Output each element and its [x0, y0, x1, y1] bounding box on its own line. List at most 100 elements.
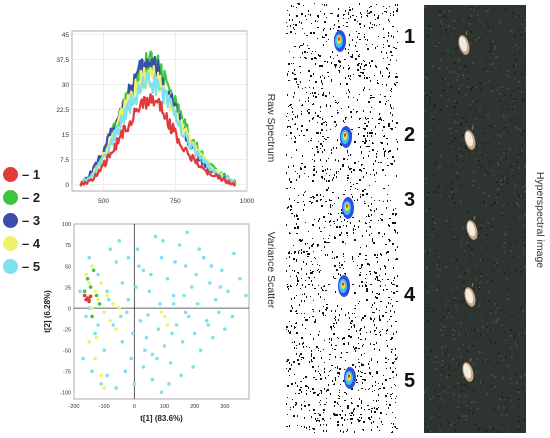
- scatter-point: [192, 331, 197, 336]
- scatter-x-tick-label: 200: [190, 404, 199, 410]
- legend-label-1: – 1: [22, 167, 41, 182]
- scatter-point: [117, 239, 122, 243]
- legend-swatch-3: [3, 213, 18, 228]
- scatter-point: [161, 239, 165, 243]
- scatter-point: [150, 352, 155, 357]
- scatter-y-tick-label: 25: [65, 285, 71, 291]
- scatter-point: [87, 306, 91, 310]
- scatter-point: [138, 319, 143, 323]
- scatter-point: [96, 272, 100, 277]
- scatter-point: [150, 377, 155, 382]
- scatter-point: [90, 306, 94, 310]
- scatter-point: [197, 247, 201, 251]
- scatter-point: [159, 255, 164, 260]
- scatter-point: [117, 306, 122, 310]
- scatter-point: [162, 344, 167, 348]
- scatter-point: [126, 255, 131, 260]
- hyper-grain-2: [464, 125, 476, 150]
- scatter-point: [90, 314, 94, 319]
- scatter-point: [132, 382, 137, 386]
- scatter-point: [131, 331, 135, 336]
- scatter-point: [111, 302, 115, 306]
- scatter-point: [94, 335, 99, 340]
- scatter-point: [173, 260, 177, 264]
- legend-label-3: – 3: [22, 213, 41, 228]
- scatter-y-tick-label: 75: [65, 243, 71, 249]
- scatter-point: [147, 289, 152, 294]
- scatter-point: [120, 340, 125, 344]
- scatter-point: [84, 272, 88, 277]
- scatter-point: [143, 348, 147, 352]
- variance-scatter-label: Variance Scatter: [265, 231, 277, 309]
- score-image-background: [286, 3, 398, 433]
- scatter-point: [119, 314, 123, 319]
- scatter-point: [85, 276, 90, 281]
- scatter-point: [218, 285, 223, 289]
- sample-number-5: 5: [404, 370, 416, 392]
- scatter-point: [179, 373, 183, 378]
- sample-number-4: 4: [404, 284, 416, 306]
- scatter-point: [180, 340, 185, 344]
- scatter-point: [194, 272, 198, 277]
- scatter-point: [238, 276, 242, 281]
- scatter-point: [88, 294, 93, 299]
- variance-scatter-chart: -100 -75 -50 -25 0 25 50 75 100 -200 -100 0 100 200 30…: [43, 222, 250, 423]
- scatter-point: [189, 285, 194, 289]
- scatter-point: [230, 314, 235, 319]
- scatter-x-tick-label: 0: [133, 404, 136, 410]
- scatter-point: [174, 323, 179, 327]
- x-tick-label: 750: [170, 198, 181, 205]
- scatter-point: [155, 356, 159, 361]
- scatter-point: [146, 313, 150, 317]
- legend-swatch-2: [3, 190, 18, 205]
- scatter-point: [244, 293, 248, 298]
- scatter-x-tick-label: -100: [99, 404, 110, 410]
- sample-number-3: 3: [404, 189, 416, 211]
- scatter-point: [211, 335, 215, 340]
- scatter-point: [88, 285, 93, 289]
- scatter-point: [126, 297, 131, 302]
- spectrum-series-5: [79, 93, 237, 187]
- scatter-point: [137, 264, 141, 268]
- scatter-point: [87, 299, 91, 304]
- scatter-point: [108, 319, 112, 323]
- scatter-point: [206, 323, 211, 327]
- scatter-point: [159, 310, 164, 315]
- scatter-point: [186, 314, 191, 319]
- scatter-point: [149, 272, 153, 277]
- scatter-point: [105, 289, 109, 294]
- scatter-point: [111, 323, 115, 327]
- scatter-point: [97, 302, 102, 306]
- x-tick-label: 1000: [240, 198, 255, 205]
- scatter-y-tick-label: -50: [63, 348, 71, 354]
- legend-label-2: – 2: [22, 190, 41, 205]
- scatter-point: [171, 302, 176, 306]
- scatter-point: [125, 310, 129, 315]
- scatter-point: [183, 264, 188, 268]
- scatter-point: [153, 234, 158, 239]
- score-image: [286, 3, 398, 433]
- scatter-point: [141, 365, 146, 369]
- scatter-point: [96, 297, 100, 302]
- hyperspectral-image-label: Hyperspectral image: [534, 171, 546, 269]
- legend-label-4: – 4: [22, 236, 41, 251]
- sample-blob-1: [334, 30, 346, 52]
- scatter-point: [82, 289, 87, 294]
- scatter-point: [232, 251, 236, 256]
- legend-label-5: – 5: [22, 259, 41, 274]
- scatter-point: [141, 268, 146, 273]
- scatter-point: [185, 230, 189, 235]
- scatter-point: [87, 255, 91, 260]
- hyper-grain-5: [462, 357, 474, 382]
- y-tick-label: 30: [62, 82, 70, 89]
- scatter-point: [99, 382, 103, 386]
- scatter-x-tick-label: 300: [220, 404, 229, 410]
- scatter-point: [85, 296, 90, 300]
- scatter-point: [177, 243, 182, 247]
- scatter-point: [90, 264, 94, 268]
- scatter-x-tick-label: -200: [68, 404, 79, 410]
- legend-swatch-4: [3, 236, 18, 251]
- y-tick-label: 22.5: [56, 107, 69, 114]
- scatter-point: [93, 356, 97, 361]
- scatter-point: [105, 293, 109, 298]
